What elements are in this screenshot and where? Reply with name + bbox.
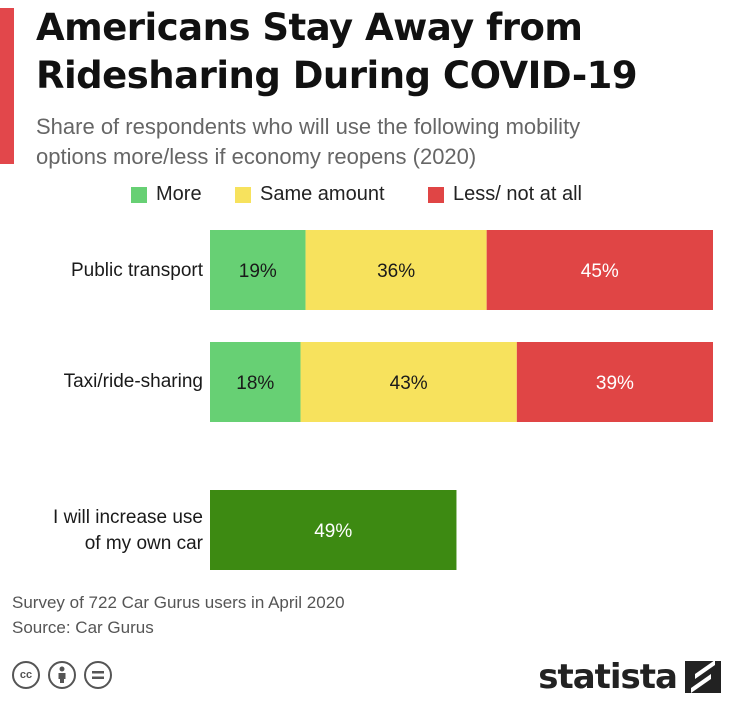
bar-segment-0-2 (486, 230, 713, 310)
legend-label-less: Less/ not at all (453, 183, 582, 205)
license-icons: cc (12, 661, 112, 689)
survey-note: Survey of 722 Car Gurus users in April 2… (12, 593, 345, 612)
legend-item-more: More (131, 183, 202, 206)
data-label-1-0: 18% (236, 373, 274, 394)
subtitle-line-2: options more/less if economy reopens (20… (36, 144, 477, 169)
bar-segment-1-1 (300, 342, 517, 422)
category-label-line: of my own car (84, 533, 203, 554)
chart-title: Americans Stay Away from Ridesharing Dur… (36, 4, 726, 100)
cc-icon[interactable]: cc (12, 661, 40, 689)
person-icon (58, 666, 66, 683)
category-label-line: I will increase use (53, 507, 203, 528)
no-derivatives-icon[interactable] (84, 661, 112, 689)
bar-segment-0-0 (210, 230, 306, 310)
statista-logo[interactable]: statista (538, 657, 721, 697)
statista-mark-icon (685, 661, 721, 693)
bar-segment-1-0 (210, 342, 301, 422)
category-label-line: Taxi/ride-sharing (63, 371, 203, 392)
brand-text: statista (538, 657, 678, 697)
legend: More Same amount Less/ not at all (0, 183, 733, 209)
legend-swatch-more (131, 186, 147, 203)
category-label-own-car: I will increase use of my own car (3, 505, 203, 557)
chart-subtitle: Share of respondents who will use the fo… (36, 112, 726, 172)
data-label-0-2: 45% (581, 261, 619, 282)
legend-label-same: Same amount (260, 183, 385, 205)
legend-item-less: Less/ not at all (428, 183, 582, 206)
title-line-2: Ridesharing During COVID-19 (36, 54, 638, 97)
data-label-2-3: 49% (314, 521, 352, 542)
bar-segment-2-3 (210, 490, 457, 570)
title-line-1: Americans Stay Away from (36, 6, 583, 49)
data-label-1-1: 43% (390, 373, 428, 394)
legend-label-more: More (156, 183, 202, 205)
data-label-0-0: 19% (239, 261, 277, 282)
category-label-public-transport: Public transport (3, 258, 203, 284)
footer-note: Survey of 722 Car Gurus users in April 2… (12, 590, 345, 640)
bar-segment-0-1 (305, 230, 487, 310)
category-label-taxi: Taxi/ride-sharing (3, 369, 203, 395)
legend-swatch-same (235, 186, 251, 203)
bar-segment-1-2 (516, 342, 713, 422)
data-label-0-1: 36% (377, 261, 415, 282)
source-note: Source: Car Gurus (12, 618, 154, 637)
subtitle-line-1: Share of respondents who will use the fo… (36, 114, 581, 139)
category-label-line: Public transport (70, 260, 203, 281)
attribution-icon[interactable] (48, 661, 76, 689)
legend-swatch-less (428, 186, 444, 203)
accent-bar (0, 8, 14, 164)
data-label-1-2: 39% (596, 373, 634, 394)
legend-item-same: Same amount (235, 183, 385, 206)
equals-icon (92, 671, 104, 679)
